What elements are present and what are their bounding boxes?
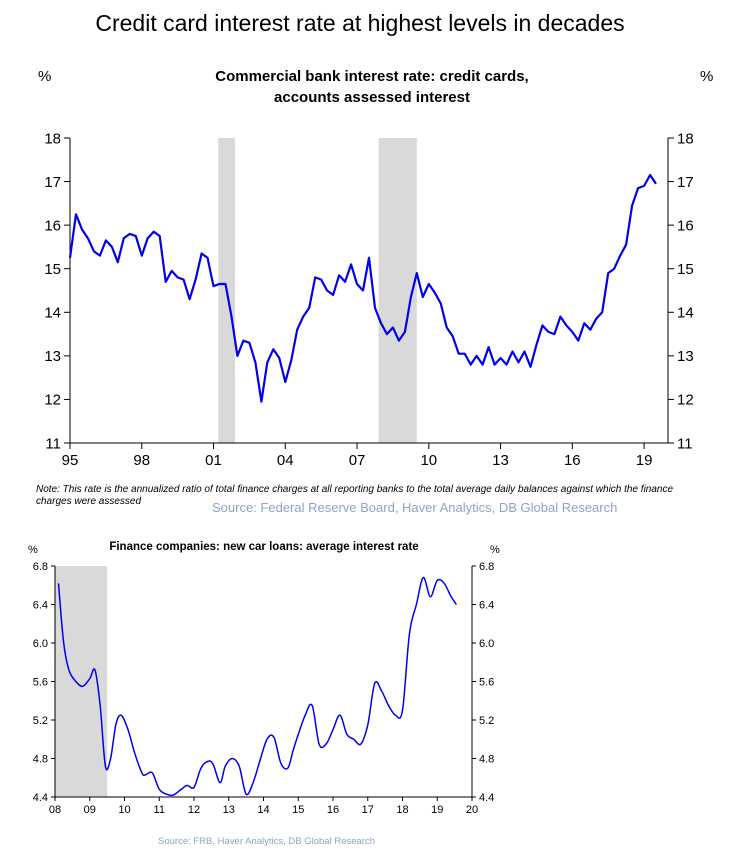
y-tick-label-left: 17 <box>44 174 61 191</box>
chart2-right-unit: % <box>490 544 500 556</box>
chart1-title-line2: accounts assessed interest <box>274 89 470 106</box>
y-tick-label-left: 18 <box>44 130 61 147</box>
y-tick-label-right: 18 <box>677 130 694 147</box>
x-tick-label: 10 <box>420 452 437 469</box>
x-tick-label: 10 <box>118 804 130 816</box>
y-tick-label-right: 14 <box>677 305 694 322</box>
chart2-source: Source: FRB, Haver Analytics, DB Global … <box>158 836 376 847</box>
recession-shading-1 <box>378 138 417 443</box>
y-tick-label-right: 15 <box>677 261 694 278</box>
y-tick-label-left: 4.8 <box>33 753 48 765</box>
x-tick-label: 15 <box>292 804 304 816</box>
x-tick-label: 01 <box>205 452 222 469</box>
y-tick-label-right: 5.2 <box>479 715 494 727</box>
x-tick-label: 09 <box>84 804 96 816</box>
recession-shading-0 <box>55 566 108 797</box>
x-tick-label: 04 <box>277 452 294 469</box>
chart1-right-unit: % <box>700 68 713 85</box>
y-tick-label-right: 6.4 <box>479 599 494 611</box>
y-tick-label-left: 4.4 <box>33 792 48 804</box>
x-tick-label: 20 <box>466 804 478 816</box>
x-tick-label: 16 <box>564 452 581 469</box>
series-line <box>68 173 657 403</box>
y-tick-label-right: 4.4 <box>479 792 494 804</box>
y-tick-label-left: 5.6 <box>33 676 48 688</box>
y-tick-label-left: 6.0 <box>33 638 48 650</box>
y-tick-label-right: 12 <box>677 392 694 409</box>
y-tick-label-left: 12 <box>44 392 61 409</box>
x-tick-label: 16 <box>327 804 339 816</box>
x-tick-label: 95 <box>62 452 79 469</box>
x-tick-label: 19 <box>636 452 653 469</box>
y-tick-label-right: 13 <box>677 348 694 365</box>
y-tick-label-left: 14 <box>44 305 61 322</box>
y-tick-label-right: 17 <box>677 174 694 191</box>
x-tick-label: 19 <box>431 804 443 816</box>
y-tick-label-left: 11 <box>45 435 61 452</box>
y-tick-label-right: 5.6 <box>479 676 494 688</box>
headline: Credit card interest rate at highest lev… <box>95 10 625 36</box>
x-tick-label: 17 <box>362 804 374 816</box>
x-tick-label: 98 <box>133 452 150 469</box>
y-tick-label-right: 6.0 <box>479 638 494 650</box>
x-tick-label: 12 <box>188 804 200 816</box>
x-tick-label: 13 <box>223 804 235 816</box>
chart1-left-unit: % <box>38 68 51 85</box>
credit-card-rate-chart: Commercial bank interest rate: credit ca… <box>38 68 713 469</box>
x-tick-label: 13 <box>492 452 509 469</box>
chart2-left-unit: % <box>28 544 38 556</box>
chart2-title: Finance companies: new car loans: averag… <box>109 541 418 553</box>
y-tick-label-left: 15 <box>44 261 61 278</box>
x-tick-label: 11 <box>154 804 165 816</box>
series-line <box>57 576 458 797</box>
y-tick-label-left: 6.8 <box>33 561 48 573</box>
y-tick-label-left: 16 <box>44 217 61 234</box>
chart1-title-line1: Commercial bank interest rate: credit ca… <box>215 68 528 85</box>
chart1-source: Source: Federal Reserve Board, Haver Ana… <box>212 500 618 515</box>
x-tick-label: 08 <box>49 804 61 816</box>
y-tick-label-right: 4.8 <box>479 753 494 765</box>
y-tick-label-left: 5.2 <box>33 715 48 727</box>
x-tick-label: 14 <box>257 804 269 816</box>
y-tick-label-right: 16 <box>677 217 694 234</box>
x-tick-label: 18 <box>396 804 408 816</box>
y-tick-label-right: 11 <box>677 435 693 452</box>
chart1-note: Note: This rate is the annualized ratio … <box>36 484 674 507</box>
x-tick-label: 07 <box>349 452 366 469</box>
y-tick-label-left: 13 <box>44 348 61 365</box>
y-tick-label-left: 6.4 <box>33 599 48 611</box>
y-tick-label-right: 6.8 <box>479 561 494 573</box>
